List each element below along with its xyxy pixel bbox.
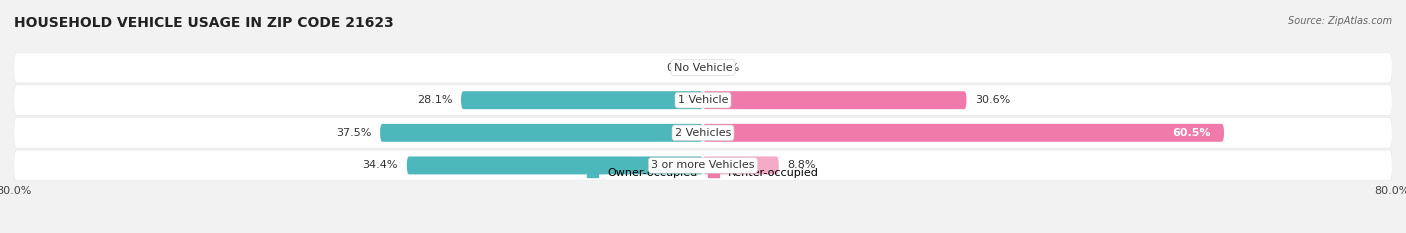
FancyBboxPatch shape — [406, 157, 703, 174]
Text: 60.5%: 60.5% — [1173, 128, 1211, 138]
FancyBboxPatch shape — [703, 91, 966, 109]
Legend: Owner-occupied, Renter-occupied: Owner-occupied, Renter-occupied — [582, 164, 824, 183]
FancyBboxPatch shape — [461, 91, 703, 109]
Text: 2 Vehicles: 2 Vehicles — [675, 128, 731, 138]
Text: 37.5%: 37.5% — [336, 128, 371, 138]
FancyBboxPatch shape — [703, 124, 1225, 142]
FancyBboxPatch shape — [14, 117, 1392, 148]
Text: 28.1%: 28.1% — [418, 95, 453, 105]
Text: 0.0%: 0.0% — [666, 63, 695, 72]
Text: 1 Vehicle: 1 Vehicle — [678, 95, 728, 105]
Text: HOUSEHOLD VEHICLE USAGE IN ZIP CODE 21623: HOUSEHOLD VEHICLE USAGE IN ZIP CODE 2162… — [14, 16, 394, 30]
FancyBboxPatch shape — [14, 85, 1392, 116]
Text: 3 or more Vehicles: 3 or more Vehicles — [651, 161, 755, 170]
Text: No Vehicle: No Vehicle — [673, 63, 733, 72]
Text: 30.6%: 30.6% — [976, 95, 1011, 105]
FancyBboxPatch shape — [380, 124, 703, 142]
Text: 0.0%: 0.0% — [711, 63, 740, 72]
FancyBboxPatch shape — [14, 150, 1392, 181]
Text: 8.8%: 8.8% — [787, 161, 815, 170]
Text: 34.4%: 34.4% — [363, 161, 398, 170]
Text: Source: ZipAtlas.com: Source: ZipAtlas.com — [1288, 16, 1392, 26]
FancyBboxPatch shape — [703, 157, 779, 174]
FancyBboxPatch shape — [14, 52, 1392, 83]
